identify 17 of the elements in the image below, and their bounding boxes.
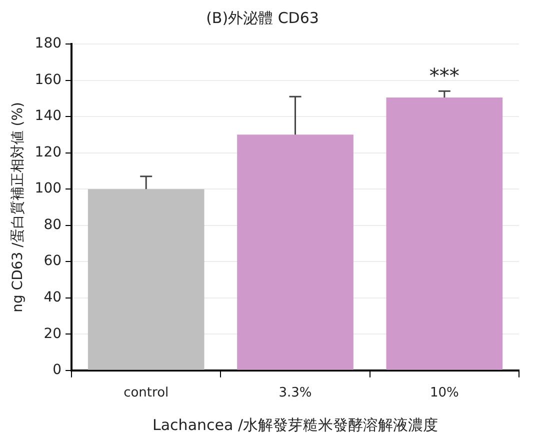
x-tick-label: 3.3%: [278, 386, 312, 401]
x-tick-label: control: [124, 386, 169, 401]
y-tick-label: 120: [34, 144, 62, 160]
y-tick-label: 60: [44, 253, 62, 270]
y-tick-label: 140: [34, 108, 62, 124]
y-axis-title: ng CD63 /蛋白質補正相対値 (%): [10, 102, 26, 312]
x-axis-title: Lachancea /水解發芽糙米發酵溶解液濃度: [152, 416, 438, 434]
y-tick-label: 100: [34, 180, 62, 197]
y-tick-label: 0: [52, 362, 62, 378]
y-tick-label: 80: [44, 216, 62, 233]
y-tick-label: 180: [34, 36, 62, 52]
x-tick-label: 10%: [430, 386, 459, 401]
chart-title: (B)外泌體 CD63: [206, 8, 319, 27]
annotation: ***: [429, 63, 460, 88]
y-tick-label: 20: [44, 326, 62, 342]
y-tick-label: 160: [34, 72, 62, 88]
y-tick-label: 40: [44, 290, 62, 306]
